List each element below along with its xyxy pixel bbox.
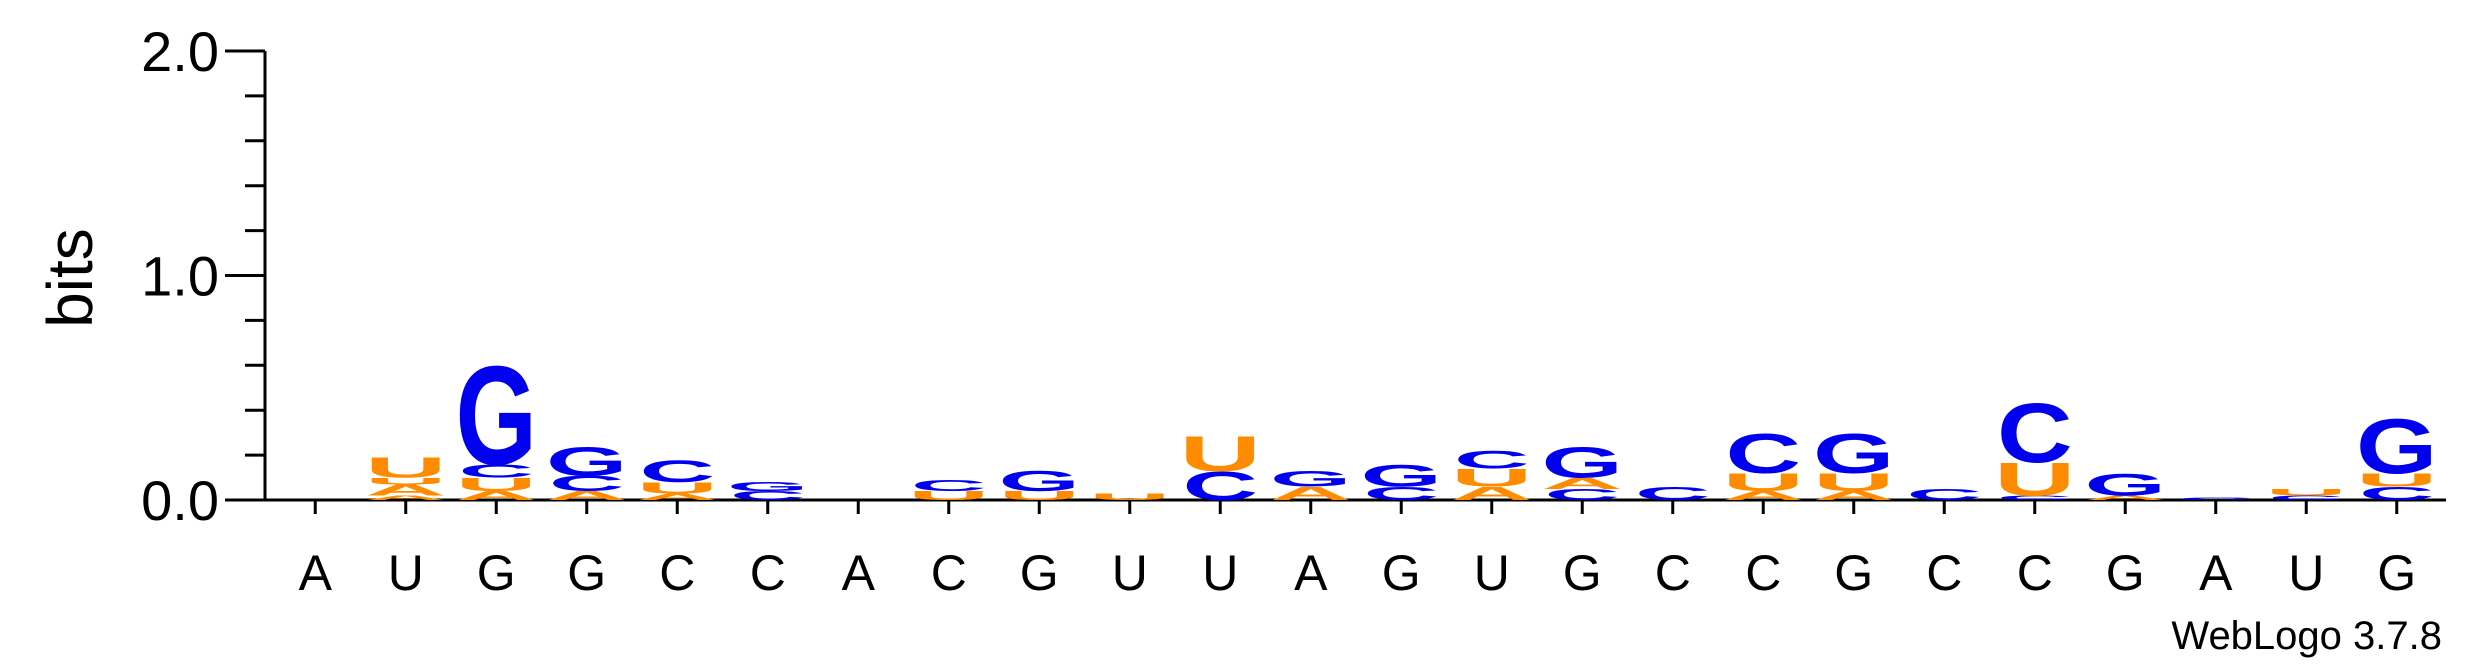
x-tick-label: U (1474, 545, 1510, 601)
logo-letter-c: C (2268, 494, 2344, 501)
y-tick-label: 0.0 (141, 469, 219, 532)
logo-letter-c: C (1454, 446, 1530, 474)
logo-letter-u: U (1994, 454, 2075, 506)
logo-letter-u: U (1813, 469, 1894, 497)
logo-letter-c: C (730, 489, 806, 503)
x-tick-label: U (388, 545, 424, 601)
logo-letter-c: C (458, 461, 534, 482)
logo-letter-g: G (2356, 402, 2437, 490)
logo-letter-u: U (999, 489, 1080, 503)
x-tick-label: C (1745, 545, 1781, 601)
logo-letter-a: A (1813, 489, 1894, 503)
x-tick-label: C (2017, 545, 2053, 601)
x-tick-label: C (750, 545, 786, 601)
logo-letter-a: A (1270, 483, 1351, 504)
logo-letter-g: G (1270, 467, 1351, 491)
logo-letter-u: U (908, 489, 989, 503)
x-tick-label: U (2288, 545, 2324, 601)
logo-letter-g: G (2085, 468, 2166, 503)
logo-letter-u: U (365, 452, 446, 483)
logo-letter-u: U (2356, 470, 2437, 491)
logo-letter-c: C (2359, 483, 2435, 504)
logo-letter-g: G (999, 466, 1080, 497)
x-tick-label: G (477, 545, 516, 601)
logo-letter-c: C (911, 477, 987, 495)
logo-letter-a: A (456, 489, 537, 503)
logo-letter-a: A (1451, 483, 1532, 504)
logo-letter-u: U (1451, 464, 1532, 492)
y-tick-label: 2.0 (141, 20, 219, 83)
x-tick-label: U (1202, 545, 1238, 601)
logo-letter-c: C (1906, 486, 1982, 504)
logo-letter-c: C (1635, 483, 1711, 504)
y-tick-label: 1.0 (141, 245, 219, 308)
logo-letter-a: A (546, 489, 627, 503)
logo-letter-a: A (365, 481, 446, 499)
logo-letter-a: A (637, 492, 718, 502)
logo-letter-c: C (1182, 463, 1258, 509)
logo-letter-c: C (1997, 386, 2073, 480)
logo-letter-c: C (2178, 497, 2254, 501)
logo-letter-g: G (1361, 459, 1442, 494)
logo-letter-u: U (1089, 492, 1170, 502)
x-tick-label: U (1112, 545, 1148, 601)
x-tick-label: C (1926, 545, 1962, 601)
x-tick-label: G (1834, 545, 1873, 601)
logo-letter-g: G (1542, 438, 1623, 487)
x-tick-label: G (2377, 545, 2416, 601)
x-tick-label: C (1655, 545, 1691, 601)
logo-letter-u: U (1723, 469, 1804, 497)
x-tick-label: A (299, 545, 333, 601)
x-tick-label: A (842, 545, 876, 601)
logo-letter-a: A (2085, 494, 2166, 501)
logo-letter-c: C (1997, 494, 2073, 501)
x-tick-label: A (2199, 545, 2233, 601)
axes: 0.01.02.0A U G G C C A C G U U A G U G C C G C C G A U G (141, 20, 2446, 601)
x-tick-label: G (1563, 545, 1602, 601)
logo-letter-a: A (365, 494, 446, 501)
logo-letter-u: U (365, 476, 446, 486)
y-axis-label: bits (34, 228, 106, 328)
x-tick-label: G (2106, 545, 2145, 601)
logo-letter-c: C (1544, 486, 1620, 504)
logo-letter-c: C (1725, 422, 1801, 485)
x-tick-label: C (931, 545, 967, 601)
logo-letter-g: G (1813, 422, 1894, 485)
x-tick-label: G (567, 545, 606, 601)
logo-letter-u: U (456, 474, 537, 495)
logo-letter-g: G (456, 338, 537, 495)
logo-letter-u: U (1180, 425, 1261, 481)
logo-letter-c: C (1363, 483, 1439, 504)
x-tick-label: C (659, 545, 695, 601)
weblogo-credit: WebLogo 3.7.8 (2171, 614, 2442, 658)
x-tick-label: A (1294, 545, 1328, 601)
logo-letter-a: A (1542, 475, 1623, 493)
logo-letter-u: U (637, 479, 718, 497)
logo-letter-g: G (727, 480, 808, 494)
logo-letter-c: C (639, 454, 715, 489)
logo-letter-c: C (549, 472, 625, 496)
logo-letter-g: G (546, 438, 627, 484)
x-tick-label: G (1020, 545, 1059, 601)
logo-letter-a: A (1723, 489, 1804, 503)
x-tick-label: G (1382, 545, 1421, 601)
logo-letter-u: U (2266, 487, 2347, 497)
